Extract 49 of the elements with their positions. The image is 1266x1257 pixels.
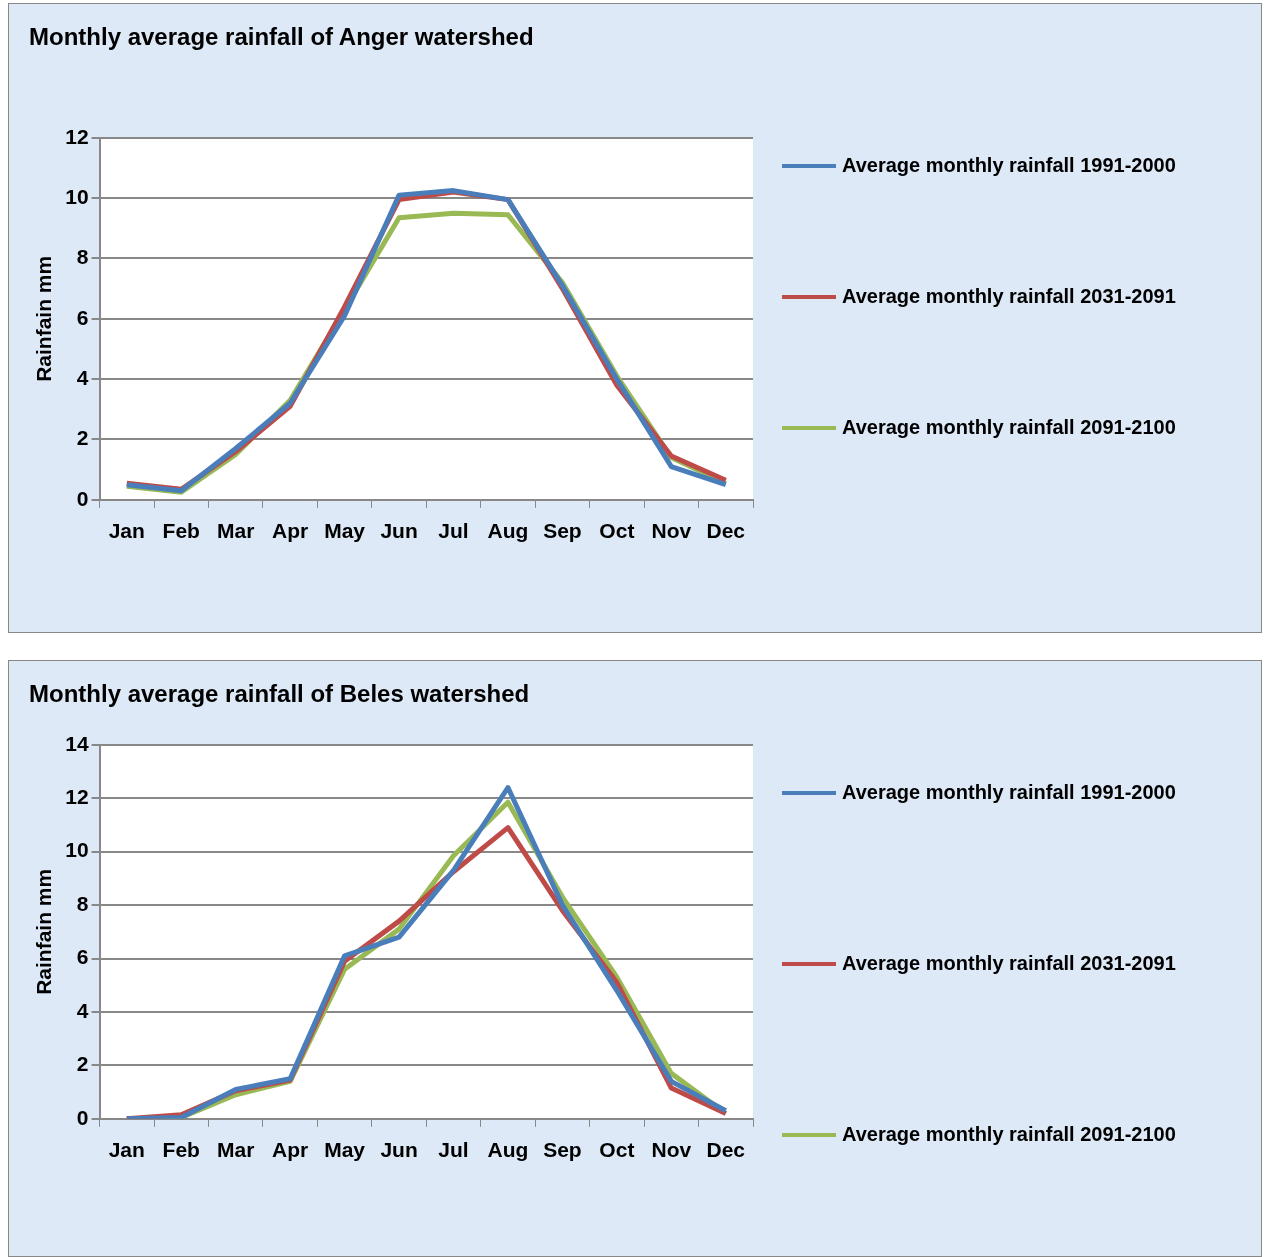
x-tick-label: May [324, 1138, 366, 1162]
y-tick-label: 2 [76, 426, 89, 450]
x-tick-label: Jan [108, 519, 145, 543]
y-tick-label: 4 [76, 365, 89, 389]
chart-title: Monthly average rainfall of Beles watershed [29, 680, 530, 708]
x-tick-label: Apr [272, 519, 309, 543]
x-tick-label: Aug [487, 1138, 529, 1162]
x-tick-label: Sep [543, 519, 582, 543]
y-tick-label: 10 [65, 184, 89, 208]
y-tick-label: 12 [65, 124, 89, 148]
x-tick-label: Nov [651, 519, 692, 543]
x-tick-label: Nov [651, 1138, 692, 1162]
x-tick-label: Dec [706, 1138, 746, 1162]
y-tick-label: 8 [76, 891, 89, 915]
x-tick-label: Apr [272, 1138, 309, 1162]
x-tick-label: Aug [487, 519, 529, 543]
x-tick-label: Oct [599, 1138, 635, 1162]
y-tick-label: 0 [76, 486, 89, 510]
y-tick-label: 4 [76, 998, 89, 1022]
x-tick-label: Dec [706, 519, 746, 543]
y-tick-label: 12 [65, 785, 89, 809]
legend-label: Average monthly rainfall 2031-2091 [842, 952, 1176, 975]
y-tick-label: 6 [76, 305, 89, 329]
y-tick-label: 8 [76, 245, 89, 269]
legend-label: Average monthly rainfall 1991-2000 [842, 781, 1176, 804]
x-tick-label: May [324, 519, 366, 543]
y-tick-label: 6 [76, 945, 89, 969]
x-tick-label: Jul [438, 1138, 469, 1162]
x-tick-label: Mar [217, 519, 255, 543]
y-axis-title: Rainfain mm [32, 868, 56, 995]
x-tick-label: Oct [599, 519, 635, 543]
legend-label: Average monthly rainfall 2091-2100 [842, 416, 1176, 439]
chart-title: Monthly average rainfall of Anger watershed [29, 23, 534, 51]
legend-label: Average monthly rainfall 2031-2091 [842, 285, 1176, 308]
x-tick-label: Sep [543, 1138, 582, 1162]
y-tick-label: 10 [65, 838, 89, 862]
x-tick-label: Feb [162, 1138, 200, 1162]
y-tick-label: 2 [76, 1052, 89, 1076]
x-tick-label: Mar [217, 1138, 255, 1162]
x-tick-label: Jul [438, 519, 469, 543]
legend-label: Average monthly rainfall 1991-2000 [842, 154, 1176, 177]
x-tick-label: Jun [380, 1138, 418, 1162]
x-tick-label: Jun [380, 519, 418, 543]
legend-label: Average monthly rainfall 2091-2100 [842, 1123, 1176, 1146]
x-tick-label: Feb [162, 519, 200, 543]
y-tick-label: 0 [76, 1105, 89, 1129]
y-tick-label: 14 [65, 731, 89, 755]
y-axis-title: Rainfain mm [32, 255, 56, 382]
x-tick-label: Jan [108, 1138, 145, 1162]
